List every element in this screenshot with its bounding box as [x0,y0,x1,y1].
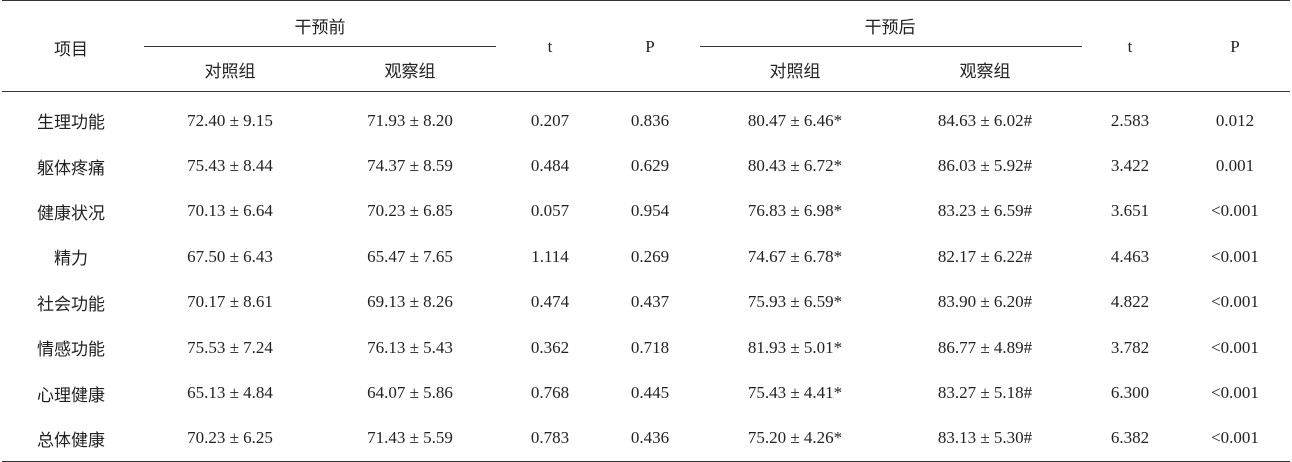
pre-p-cell: 0.437 [630,292,670,312]
pre-p-header: P [600,0,700,92]
post-observation-cell: 83.27 ± 5.18# [937,383,1033,403]
table-row: 心理健康 65.13 ± 4.84 64.07 ± 5.86 0.768 0.4… [2,370,1290,415]
header-row-2: 对照组 观察组 对照组 观察组 [2,47,1290,92]
table-row: 总体健康 70.23 ± 6.25 71.43 ± 5.59 0.783 0.4… [2,415,1290,462]
post-p-cell: 0.001 [1215,156,1255,176]
post-observation-cell: 83.13 ± 5.30# [890,415,1080,462]
table-row: 社会功能 70.17 ± 8.61 69.13 ± 8.26 0.474 0.4… [2,280,1290,325]
pre-intervention-label: 干预前 [294,17,346,38]
post-observation-header: 观察组 [890,47,1080,92]
post-control-cell: 74.67 ± 6.78* [747,246,843,266]
pre-control-cell: 65.13 ± 4.84 [187,383,273,403]
pre-control-cell: 70.23 ± 6.25 [140,415,320,462]
item-cell: 社会功能 [37,294,105,315]
post-control-cell: 75.43 ± 4.41* [747,383,843,403]
pre-intervention-header: 干预前 [140,0,500,47]
post-observation-cell: 82.17 ± 6.22# [937,246,1033,266]
post-observation-cell: 83.23 ± 6.59# [937,201,1033,221]
pre-t-cell: 0.362 [530,337,570,357]
pre-p-cell: 0.445 [630,383,670,403]
pre-p-cell: 0.836 [630,110,670,130]
pre-observation-cell: 65.47 ± 7.65 [367,246,453,266]
post-p-cell: <0.001 [1180,415,1290,462]
post-control-cell: 81.93 ± 5.01* [747,337,843,357]
post-p-header: P [1180,0,1290,92]
pre-control-cell: 72.40 ± 9.15 [187,110,273,130]
pre-p-cell: 0.718 [630,337,670,357]
pre-t-cell: 0.057 [530,201,570,221]
pre-observation-cell: 64.07 ± 5.86 [367,383,453,403]
post-t-header: t [1080,0,1180,92]
pre-group-rule [144,46,496,47]
item-header: 项目 [2,0,140,92]
pre-t-header: t [500,0,600,92]
post-t-cell: 6.300 [1110,383,1150,403]
table-row: 健康状况 70.13 ± 6.64 70.23 ± 6.85 0.057 0.9… [2,189,1290,234]
post-observation-cell: 86.77 ± 4.89# [937,337,1033,357]
item-cell: 精力 [54,249,88,270]
post-p-cell: 0.012 [1215,110,1255,130]
post-observation-cell: 86.03 ± 5.92# [937,156,1033,176]
post-control-header: 对照组 [700,47,890,92]
post-t-cell: 4.463 [1110,246,1150,266]
pre-p-cell: 0.954 [630,201,670,221]
pre-control-cell: 70.17 ± 8.61 [187,292,273,312]
header-row-1: 项目 干预前 t P 干预后 t P [2,0,1290,92]
pre-observation-cell: 71.43 ± 5.59 [320,415,500,462]
pre-control-cell: 70.13 ± 6.64 [187,201,273,221]
post-p-cell: <0.001 [1211,201,1259,221]
post-control-cell: 80.47 ± 6.46* [747,110,843,130]
pre-p-cell: 0.436 [600,415,700,462]
item-cell: 健康状况 [37,203,105,224]
post-control-cell: 80.43 ± 6.72* [747,156,843,176]
post-control-cell: 76.83 ± 6.98* [747,201,843,221]
table-row: 精力 67.50 ± 6.43 65.47 ± 7.65 1.114 0.269… [2,234,1290,279]
pre-control-cell: 75.53 ± 7.24 [187,337,273,357]
pre-control-header: 对照组 [140,47,320,92]
post-t-cell: 3.422 [1110,156,1150,176]
post-t-cell: 3.782 [1110,337,1150,357]
post-p-cell: <0.001 [1211,337,1259,357]
post-t-cell: 2.583 [1110,110,1150,130]
post-observation-cell: 84.63 ± 6.02# [937,110,1033,130]
post-t-cell: 4.822 [1110,292,1150,312]
post-t-cell: 6.382 [1080,415,1180,462]
item-cell: 总体健康 [2,415,140,462]
pre-p-cell: 0.269 [630,246,670,266]
table-row: 情感功能 75.53 ± 7.24 76.13 ± 5.43 0.362 0.7… [2,325,1290,370]
post-t-cell: 3.651 [1110,201,1150,221]
pre-t-cell: 0.207 [530,110,570,130]
item-cell: 心理健康 [37,385,105,406]
pre-t-cell: 0.484 [530,156,570,176]
pre-observation-cell: 74.37 ± 8.59 [367,156,453,176]
post-observation-cell: 83.90 ± 6.20# [937,292,1033,312]
pre-control-cell: 67.50 ± 6.43 [187,246,273,266]
table-row: 生理功能 72.40 ± 9.15 71.93 ± 8.20 0.207 0.8… [2,92,1290,144]
pre-p-cell: 0.629 [630,156,670,176]
post-control-cell: 75.93 ± 6.59* [747,292,843,312]
pre-control-cell: 75.43 ± 8.44 [187,156,273,176]
post-p-cell: <0.001 [1211,292,1259,312]
pre-observation-header: 观察组 [320,47,500,92]
pre-observation-cell: 69.13 ± 8.26 [367,292,453,312]
post-intervention-header: 干预后 [700,0,1082,47]
pre-observation-cell: 71.93 ± 8.20 [367,110,453,130]
pre-t-cell: 0.474 [530,292,570,312]
post-p-cell: <0.001 [1211,246,1259,266]
post-intervention-label: 干预后 [864,17,916,38]
pre-t-cell: 0.768 [530,383,570,403]
post-control-cell: 75.20 ± 4.26* [700,415,890,462]
pre-t-cell: 1.114 [531,246,569,266]
pre-observation-cell: 76.13 ± 5.43 [367,337,453,357]
item-cell: 情感功能 [37,340,105,361]
item-cell: 生理功能 [37,113,105,134]
item-cell: 躯体疼痛 [37,158,105,179]
post-p-cell: <0.001 [1211,383,1259,403]
table-row: 躯体疼痛 75.43 ± 8.44 74.37 ± 8.59 0.484 0.6… [2,143,1290,188]
post-group-rule [700,46,1082,47]
pre-observation-cell: 70.23 ± 6.85 [367,201,453,221]
pre-t-cell: 0.783 [500,415,600,462]
